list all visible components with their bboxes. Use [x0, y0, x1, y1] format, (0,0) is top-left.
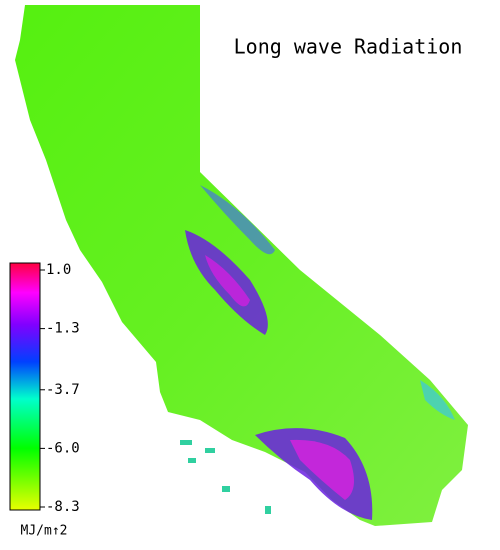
- colorbar: [9, 262, 41, 511]
- colorbar-tick-label: -8.3: [46, 499, 80, 515]
- colorbar-unit: MJ/m↑2: [21, 524, 68, 539]
- colorbar-tick-label: 1.0: [46, 262, 71, 278]
- colorbar-tick-label: -1.3: [46, 321, 80, 337]
- colorbar-tick-label: -6.0: [46, 440, 80, 456]
- map-title: Long wave Radiation: [234, 35, 463, 59]
- colorbar-tick-label: -3.7: [46, 382, 80, 398]
- california: [15, 5, 468, 526]
